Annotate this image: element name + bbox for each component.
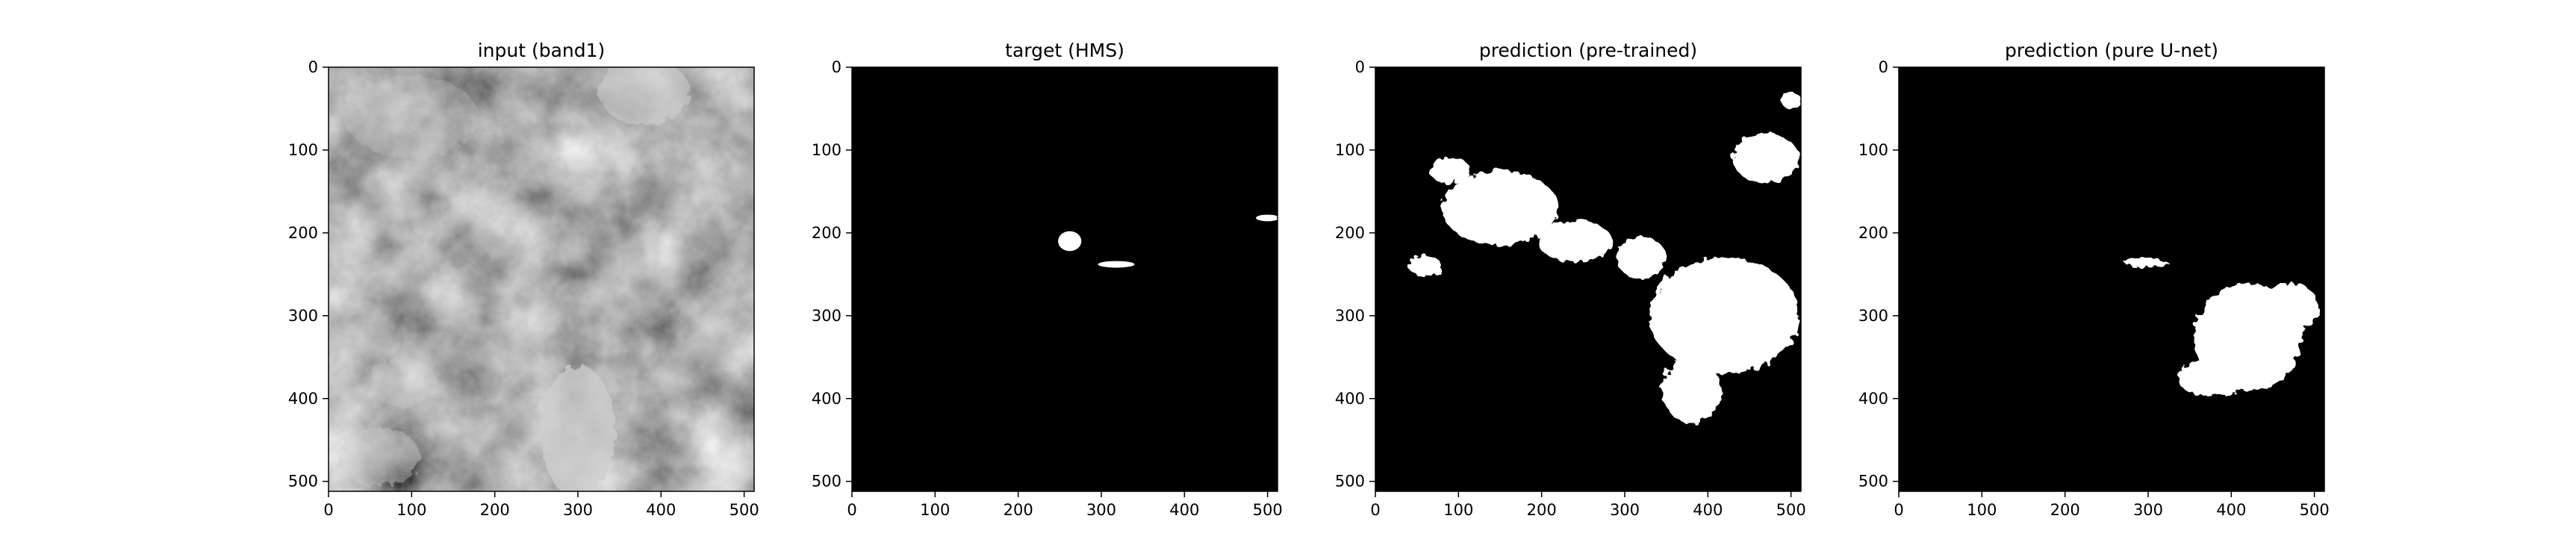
x-tick-label: 500 xyxy=(2300,501,2330,519)
y-tick-label: 200 xyxy=(812,224,841,242)
x-tick-label: 0 xyxy=(323,501,333,519)
mask-region xyxy=(2124,258,2168,267)
x-tick-label: 0 xyxy=(847,501,856,519)
axes-frame xyxy=(1898,66,2325,492)
y-tick-label: 400 xyxy=(288,390,318,408)
mask-region xyxy=(2177,359,2244,396)
x-tick-label: 400 xyxy=(646,501,676,519)
mask-region xyxy=(1256,214,1278,222)
mask-region xyxy=(1781,92,1801,109)
x-tick-label: 0 xyxy=(1370,501,1380,519)
panel-2: target (HMS) 0 100 200 300 400 500 0 100 200 300 40… xyxy=(812,40,1283,519)
mask-region xyxy=(1442,170,1558,246)
x-tick-label: 200 xyxy=(1527,501,1557,519)
y-tick-label: 500 xyxy=(1335,473,1365,491)
x-tick-label: 400 xyxy=(1169,501,1199,519)
y-tick-label: 0 xyxy=(308,58,318,76)
axes-frame xyxy=(851,66,1278,492)
x-tick-label: 0 xyxy=(1894,501,1903,519)
mask-region xyxy=(1662,357,1721,424)
y-tick-label: 500 xyxy=(288,473,318,491)
y-tick-label: 0 xyxy=(832,58,841,76)
y-tick-label: 100 xyxy=(288,141,318,159)
axes-frame xyxy=(328,66,755,492)
image-area xyxy=(1375,67,1801,491)
x-tick-label: 200 xyxy=(2050,501,2080,519)
x-tick-label: 100 xyxy=(1967,501,1997,519)
mask-region xyxy=(1616,237,1667,279)
x-tick-label: 100 xyxy=(920,501,950,519)
x-tick-label: 300 xyxy=(1610,501,1640,519)
y-tick-label: 400 xyxy=(812,390,841,408)
y-tick-label: 300 xyxy=(1335,307,1365,325)
x-tick-label: 100 xyxy=(1443,501,1473,519)
y-tick-label: 100 xyxy=(1858,141,1888,159)
cloud-feature xyxy=(337,427,420,486)
mask-region xyxy=(1408,255,1443,276)
panel-title: prediction (pre-trained) xyxy=(1479,40,1697,61)
mask-region xyxy=(1537,220,1613,262)
y-tick-label: 200 xyxy=(1335,224,1365,242)
y-tick-label: 500 xyxy=(1858,473,1888,491)
mask-region xyxy=(1098,261,1135,268)
x-tick-label: 400 xyxy=(1693,501,1723,519)
x-tick-label: 200 xyxy=(480,501,510,519)
y-tick-label: 400 xyxy=(1335,390,1365,408)
y-tick-label: 300 xyxy=(288,307,318,325)
mask-background xyxy=(852,67,1278,491)
panel-title: input (band1) xyxy=(478,40,606,61)
x-tick-label: 200 xyxy=(1004,501,1033,519)
mask-region xyxy=(1732,133,1799,184)
x-tick-label: 500 xyxy=(729,501,759,519)
cloud-feature xyxy=(598,67,691,125)
y-tick-label: 300 xyxy=(812,307,841,325)
panel-title: target (HMS) xyxy=(1005,40,1124,61)
y-tick-label: 200 xyxy=(288,224,318,242)
cloud-feature xyxy=(540,365,616,491)
x-tick-label: 300 xyxy=(1086,501,1116,519)
image-area xyxy=(1899,67,2324,491)
panel-4: prediction (pure U-net) 0 100 200 300 400 500 0… xyxy=(1858,40,2330,519)
image-area xyxy=(852,67,1278,491)
x-tick-label: 300 xyxy=(563,501,593,519)
panel-1: input (band1) 0 100 200 300 400 500 0 100 200 300 4… xyxy=(288,40,759,519)
y-tick-label: 0 xyxy=(1355,58,1365,76)
x-tick-label: 500 xyxy=(1253,501,1283,519)
mask-background xyxy=(1899,67,2324,491)
cloud-feature xyxy=(345,75,479,159)
y-tick-label: 400 xyxy=(1858,390,1888,408)
panel-3: prediction (pre-trained) 0 100 200 300 400 500… xyxy=(1335,40,1806,519)
y-tick-label: 100 xyxy=(1335,141,1365,159)
cloud-feature xyxy=(370,357,437,407)
mask-region xyxy=(1649,258,1799,374)
x-tick-label: 100 xyxy=(396,501,426,519)
y-tick-label: 300 xyxy=(1858,307,1888,325)
mask-region xyxy=(1058,231,1082,252)
panel-title: prediction (pure U-net) xyxy=(2005,40,2218,61)
x-tick-label: 500 xyxy=(1776,501,1806,519)
y-tick-label: 200 xyxy=(1858,224,1888,242)
y-tick-label: 100 xyxy=(812,141,841,159)
image-area xyxy=(329,67,754,491)
axes-frame xyxy=(1375,66,1802,492)
mask-region xyxy=(1429,158,1472,184)
x-tick-label: 400 xyxy=(2216,501,2246,519)
mask-region xyxy=(2260,282,2319,332)
y-tick-label: 500 xyxy=(812,473,841,491)
x-tick-label: 300 xyxy=(2133,501,2163,519)
y-tick-label: 0 xyxy=(1879,58,1888,76)
